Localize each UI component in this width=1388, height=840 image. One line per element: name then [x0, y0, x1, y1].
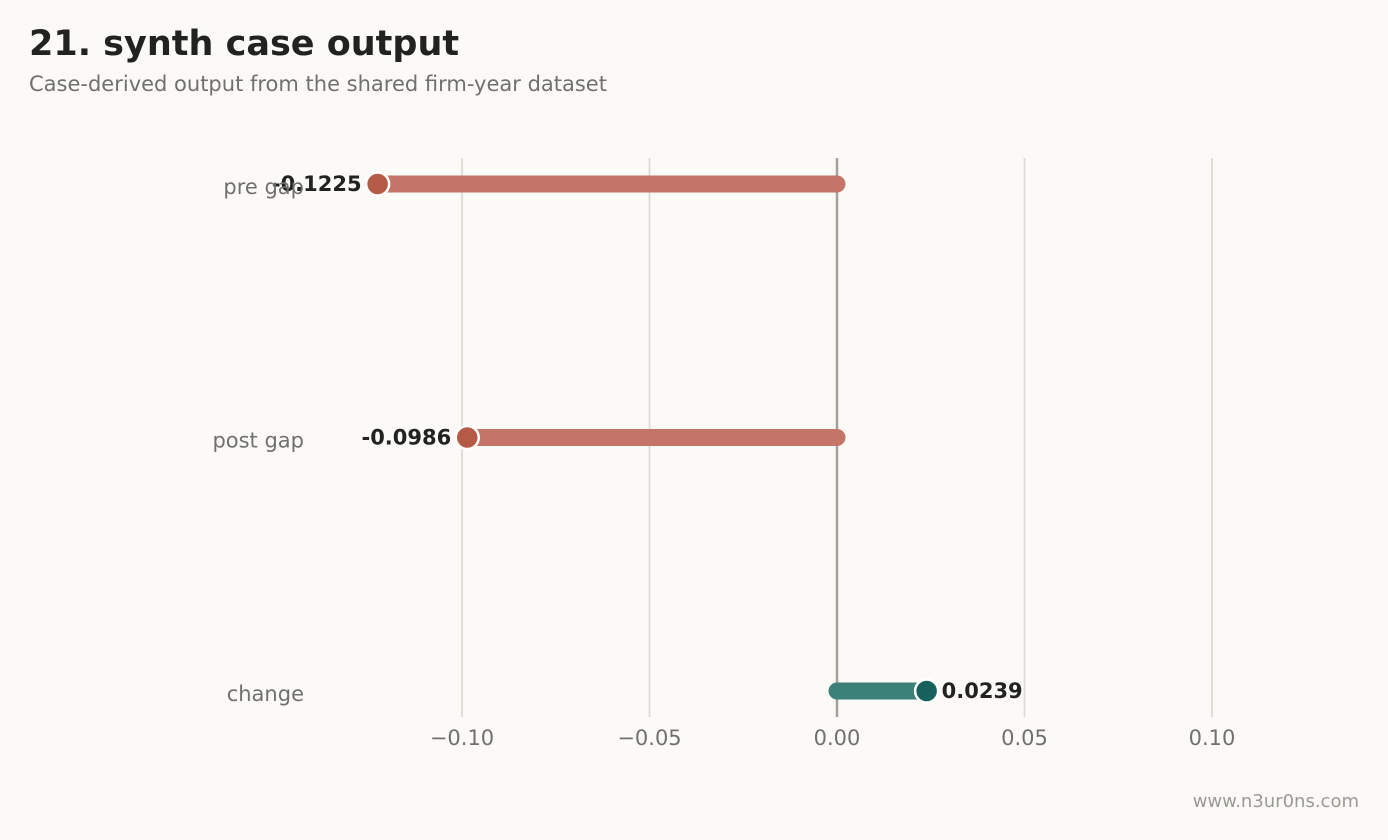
x-tick-label: 0.10	[1189, 726, 1236, 750]
value-label: -0.1225	[272, 172, 362, 196]
value-label: 0.0239	[942, 679, 1023, 703]
bar-layer	[364, 171, 940, 704]
value-label: -0.0986	[361, 426, 451, 450]
lollipop-dot	[364, 171, 391, 197]
chart-title: 21. synth case output	[29, 24, 460, 64]
category-label: pre gap	[223, 175, 304, 199]
lollipop-dot	[913, 678, 940, 704]
watermark: www.n3ur0ns.com	[1192, 791, 1359, 812]
x-tick-label: −0.05	[617, 726, 681, 750]
chart-subtitle: Case-derived output from the shared firm…	[29, 72, 607, 96]
x-tick-label: 0.05	[1001, 726, 1048, 750]
category-label: change	[227, 682, 304, 706]
category-label: post gap	[212, 429, 304, 453]
lollipop-dot	[454, 424, 480, 451]
x-tick-label: −0.10	[430, 726, 494, 750]
x-tick-label: 0.00	[814, 726, 861, 750]
